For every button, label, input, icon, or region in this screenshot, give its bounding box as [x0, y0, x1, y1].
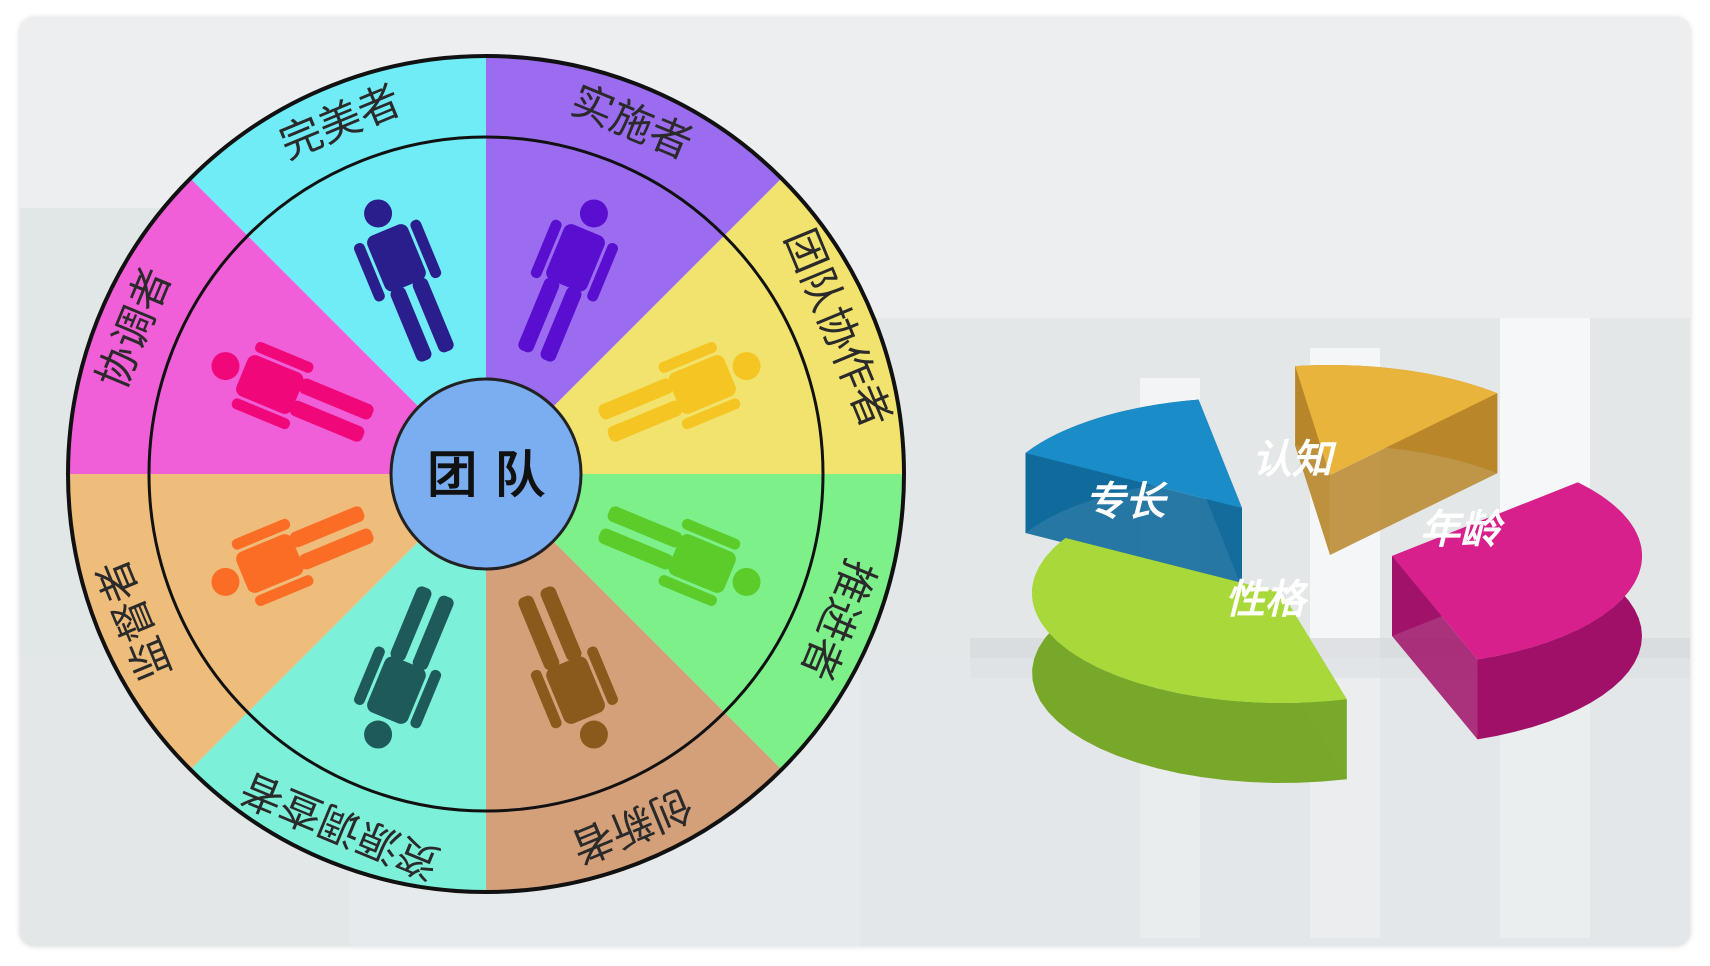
pie-slice-3: 专长 — [1025, 399, 1242, 588]
person-icon — [518, 586, 618, 749]
pie-slice-label: 专长 — [1085, 479, 1169, 525]
slide-canvas: 实施者 团队协作者 推进者 创新者 资源调查者 监督者 协调者 完美者 团 队 认知 专长 年龄性… — [20, 18, 1690, 946]
wheel-segment-0 — [486, 56, 782, 474]
wheel-center-label: 团 队 — [427, 446, 545, 504]
pie-slice-label: 年龄 — [1420, 507, 1505, 553]
person-icon — [354, 586, 454, 749]
wheel-hub — [389, 377, 583, 571]
person-icon — [598, 342, 761, 442]
person-icon — [211, 342, 374, 442]
person-icon — [211, 506, 374, 606]
wheel-segment-7 — [190, 56, 486, 474]
wheel-segment-1 — [486, 178, 904, 474]
wheel-figures — [211, 199, 761, 749]
wheel-segment-3 — [486, 474, 782, 892]
wheel-segment-6 — [68, 178, 486, 474]
wheel-segment-4 — [190, 474, 486, 892]
pie-slice-2: 性格 — [1032, 538, 1347, 783]
person-icon — [518, 199, 618, 362]
wheel-outer-ring — [66, 54, 906, 894]
pie-slice-1: 年龄 — [1392, 482, 1643, 740]
person-icon — [598, 506, 761, 606]
pie-slice-label: 性格 — [1225, 577, 1309, 623]
wheel-inner-ring — [147, 135, 825, 813]
wheel-segments — [67, 56, 904, 892]
wheel-segment-2 — [486, 474, 904, 770]
pie-slice-label: 认知 — [1252, 437, 1337, 483]
person-icon — [354, 199, 454, 362]
wheel-segment-5 — [67, 474, 487, 770]
pie-slice-0: 认知 — [1252, 365, 1498, 555]
